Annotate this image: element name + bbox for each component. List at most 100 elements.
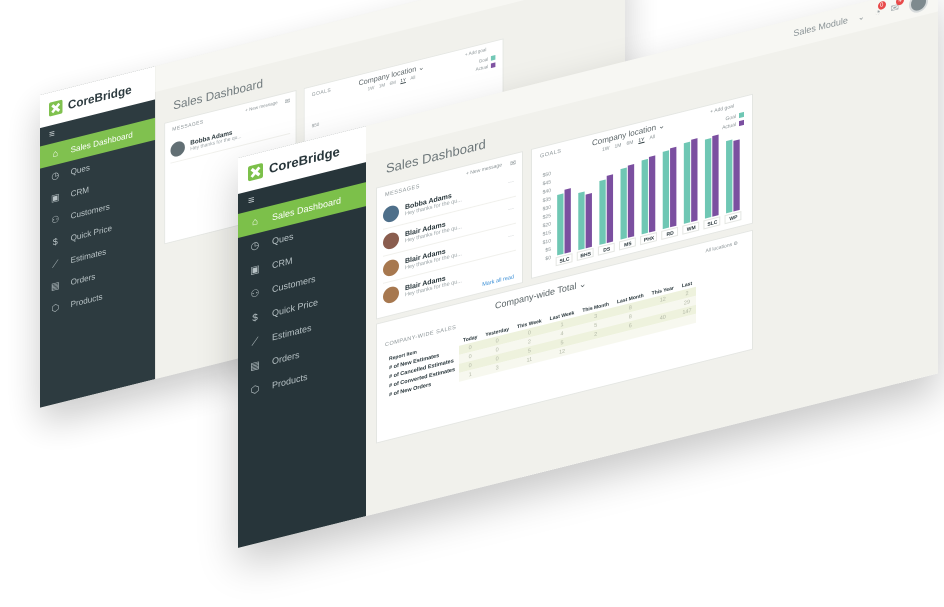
more-icon[interactable]: ⋯: [508, 179, 514, 187]
users-icon: ⚇: [51, 213, 60, 227]
module-selector[interactable]: Sales Module: [793, 14, 848, 39]
bar-goal[interactable]: [557, 193, 564, 256]
message-count: 4: [896, 0, 904, 6]
y-tick-label: $30: [543, 205, 551, 213]
avatar: [383, 257, 399, 278]
home-icon: ⌂: [52, 148, 59, 160]
tab-1m[interactable]: 1M: [614, 142, 622, 151]
y-tick-label: $20: [543, 221, 551, 229]
all-locations-label: All locations: [705, 241, 733, 255]
chart-legend: Goal Actual: [476, 54, 496, 74]
chevron-down-icon: ⌄: [578, 278, 587, 291]
line-chart-icon: ⟋: [251, 335, 259, 349]
goals-label: GOALS: [540, 148, 562, 160]
table-row: # of Cancelled Estimates 0 0 2 4 5 8 29: [385, 295, 697, 383]
dashboard-screen-front: CoreBridge ≡ ⌂ Sales Dashboard ◷ Ques ▣ CRM ⚇ C…: [238, 0, 938, 548]
all-locations-selector[interactable]: All locations ⚙: [705, 240, 738, 254]
tab-1w[interactable]: 1W: [602, 145, 610, 154]
book-icon: ▤: [250, 359, 260, 373]
more-icon[interactable]: ⋯: [508, 233, 514, 241]
bar-actual[interactable]: [627, 163, 635, 238]
sidebar-item-label: Ques: [70, 162, 90, 177]
bar-actual[interactable]: [648, 155, 656, 233]
messages-icon[interactable]: ✉ 4: [891, 0, 904, 15]
tab-all[interactable]: All: [410, 75, 416, 82]
bar-actual[interactable]: [733, 139, 740, 212]
id-card-icon: ▣: [250, 263, 260, 277]
bar-goal[interactable]: [641, 158, 648, 235]
sidebar-item-label: Products: [70, 291, 103, 310]
main-area: Sales Module ⌄ ◔0 ✉4 Sales Dashboard MES…: [366, 0, 938, 517]
x-tick-box: [661, 226, 679, 240]
bar-actual[interactable]: [606, 174, 614, 244]
avatar: [383, 203, 399, 224]
tab-6m[interactable]: 6M: [389, 79, 396, 87]
y-tick-label: $45: [543, 179, 551, 187]
book-icon: ▤: [51, 280, 60, 293]
id-card-icon: ▣: [51, 191, 60, 205]
nav-list: ⌂ Sales Dashboard ◷ Ques ▣ CRM ⚇ Customers $ Quic…: [40, 117, 156, 323]
bar-actual[interactable]: [585, 192, 592, 249]
x-tick-label: WP: [729, 214, 738, 222]
x-tick-box: [640, 232, 657, 246]
bar-actual[interactable]: [712, 134, 719, 217]
tab-1y[interactable]: 1Y: [638, 136, 645, 145]
tab-1m[interactable]: 1M: [378, 82, 386, 90]
stopwatch-icon: ◷: [250, 239, 260, 253]
x-tick-label: SLC: [707, 219, 717, 227]
x-tick-box: [703, 216, 721, 230]
sidebar: CoreBridge ≡ ⌂ Sales Dashboard ◷ Ques ▣ CRM ⚇ C…: [40, 66, 156, 408]
more-icon[interactable]: ⋯: [508, 206, 514, 214]
x-tick-label: BHS: [580, 251, 591, 260]
new-message-button[interactable]: + New message: [245, 100, 278, 114]
notifications-icon[interactable]: ◔ 0: [875, 0, 886, 19]
tab-1w[interactable]: 1W: [367, 85, 375, 93]
logo-mark-icon: [49, 99, 63, 117]
avatar: [170, 139, 185, 159]
bar-actual[interactable]: [670, 146, 677, 228]
dollar-icon: $: [52, 236, 58, 248]
x-tick-label: WM: [687, 225, 696, 233]
bar-goal[interactable]: [726, 139, 733, 214]
sidebar-item-label: Orders: [272, 349, 300, 367]
nav-list: ⌂ Sales Dashboard ◷ Ques ▣ CRM ⚇ Customers $ Quic…: [238, 182, 366, 406]
y-tick-label: $50: [543, 171, 551, 179]
cube-icon: ⬡: [51, 302, 60, 315]
bar-goal[interactable]: [578, 191, 585, 251]
sidebar: CoreBridge ≡ ⌂ Sales Dashboard ◷ Ques ▣ CRM ⚇ C…: [238, 126, 366, 548]
sidebar-item-label: Orders: [70, 271, 96, 288]
avatar: [383, 230, 399, 251]
tab-all[interactable]: All: [649, 134, 656, 142]
home-icon: ⌂: [251, 215, 259, 229]
bar-goal[interactable]: [662, 150, 670, 230]
y-tick-label: $15: [543, 230, 551, 238]
tab-1y[interactable]: 1Y: [400, 77, 406, 85]
bar-goal[interactable]: [620, 167, 627, 240]
legend-goal-swatch: [739, 112, 744, 119]
app-front: CoreBridge ≡ ⌂ Sales Dashboard ◷ Ques ▣ CRM ⚇ C…: [238, 0, 938, 548]
y-tick-label: $25: [543, 213, 551, 221]
avatar[interactable]: [909, 0, 928, 15]
mail-icon[interactable]: ✉: [510, 159, 516, 169]
sidebar-item-label: Ques: [272, 231, 294, 247]
bar-actual[interactable]: [691, 138, 698, 223]
x-tick-box: [576, 247, 594, 262]
bar-actual[interactable]: [564, 188, 571, 254]
sidebar-item-label: CRM: [272, 255, 293, 271]
legend-actual: Actual: [475, 64, 489, 73]
bar-goal[interactable]: [683, 141, 691, 224]
x-tick-box: [555, 253, 573, 267]
bar-goal[interactable]: [599, 179, 606, 245]
gear-icon: ⚙: [733, 240, 738, 248]
logo-mark-icon: [248, 162, 263, 182]
x-tick-label: RD: [667, 230, 675, 238]
mail-icon[interactable]: ✉: [284, 97, 291, 106]
goals-label: GOALS: [311, 87, 332, 99]
goals-card: GOALS Company location ⌄ 1W 1M 6M 1Y All…: [531, 93, 753, 279]
bar-goal[interactable]: [704, 138, 712, 219]
chevron-down-icon[interactable]: ⌄: [857, 11, 865, 22]
y-tick-label: $5: [545, 247, 551, 254]
tab-6m[interactable]: 6M: [626, 139, 634, 148]
x-tick-label: DS: [603, 246, 611, 254]
x-tick-box: [597, 242, 615, 256]
